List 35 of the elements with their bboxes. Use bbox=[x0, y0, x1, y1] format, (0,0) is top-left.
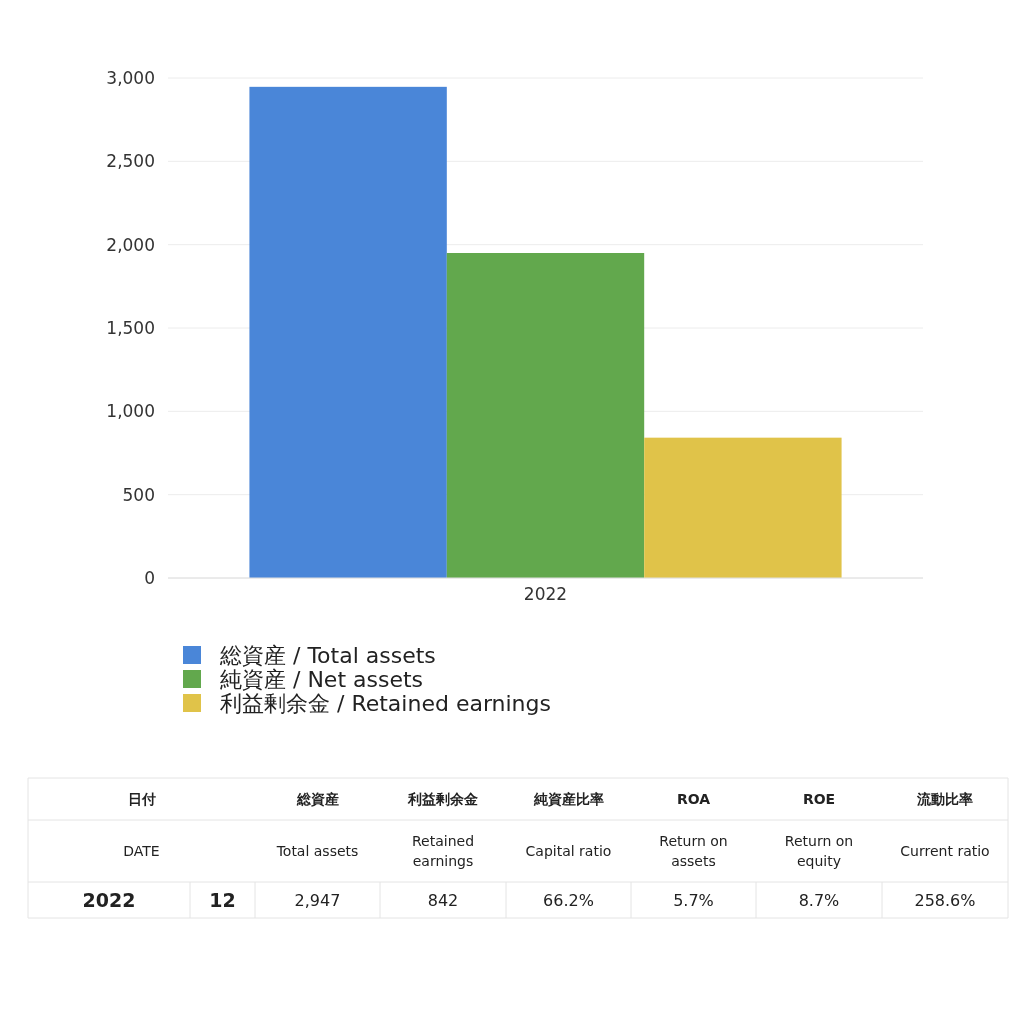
y-tick-label: 3,000 bbox=[106, 67, 155, 88]
text: Total assets bbox=[275, 842, 359, 859]
text: Return on assets bbox=[659, 832, 728, 869]
text: ROA bbox=[676, 790, 711, 807]
text: 258.6% bbox=[914, 890, 976, 910]
text: Return on equity bbox=[784, 832, 854, 869]
y-tick-label: 500 bbox=[122, 484, 155, 505]
text: 12 bbox=[209, 888, 236, 911]
text: 66.2% bbox=[543, 890, 594, 910]
text: ROE bbox=[802, 790, 836, 807]
text: 842 bbox=[427, 890, 459, 910]
bar bbox=[249, 86, 447, 578]
text: Current ratio bbox=[900, 842, 990, 859]
bar bbox=[446, 253, 645, 578]
y-tick-label: 1,500 bbox=[106, 317, 155, 338]
y-tick-label: 2,000 bbox=[106, 234, 155, 255]
y-tick-label: 0 bbox=[144, 567, 155, 588]
text: 総資産 bbox=[295, 790, 339, 807]
text: Capital ratio bbox=[525, 842, 612, 859]
text: 純資産比率 bbox=[532, 790, 604, 807]
text: 2,947 bbox=[294, 890, 341, 910]
y-tick-label: 1,000 bbox=[106, 401, 155, 422]
text: 5.7% bbox=[673, 890, 714, 910]
legend-label: 総資産 / Total assets bbox=[219, 642, 436, 668]
text: 流動比率 bbox=[916, 790, 973, 807]
text: DATE bbox=[123, 842, 160, 859]
text: 8.7% bbox=[798, 890, 840, 910]
legend-label: 利益剰余金 / Retained earnings bbox=[220, 690, 551, 716]
text: 2022 bbox=[82, 888, 136, 911]
text: 利益剰余金 bbox=[407, 790, 479, 807]
text: 日付 bbox=[127, 790, 156, 807]
text: Retained earnings bbox=[411, 832, 475, 869]
legend-label: 純資産 / Net assets bbox=[220, 666, 424, 692]
y-tick-label: 2,500 bbox=[106, 151, 155, 172]
bar bbox=[644, 437, 842, 578]
